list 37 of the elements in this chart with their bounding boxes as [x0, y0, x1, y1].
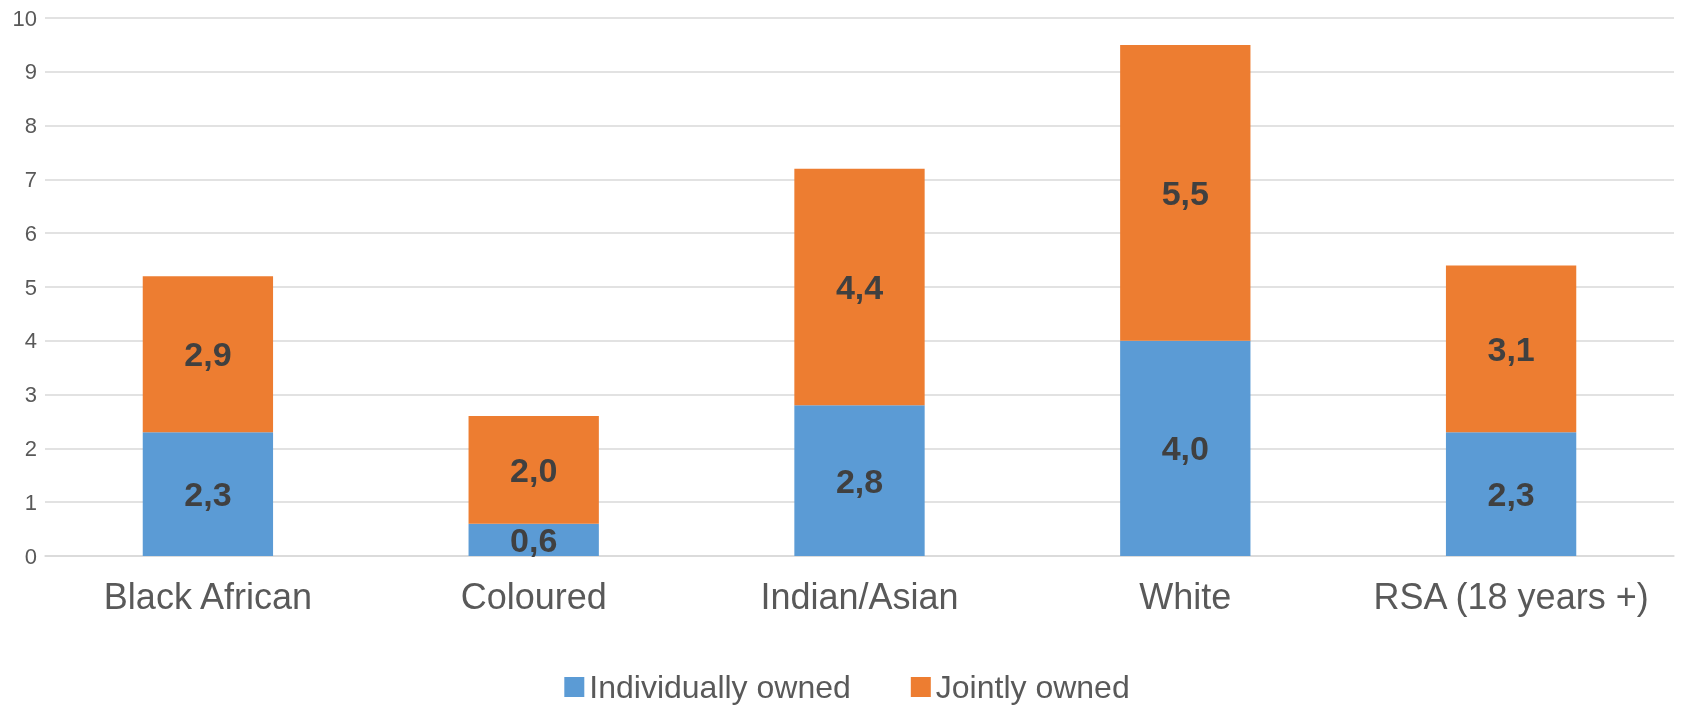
y-tick-label: 4	[24, 328, 37, 354]
data-label: 2,3	[184, 475, 232, 514]
y-tick-label: 6	[24, 220, 37, 246]
bar	[1445, 432, 1577, 556]
bar	[794, 405, 925, 556]
y-tick-label: 2	[24, 435, 37, 461]
data-label: 2,3	[1487, 475, 1535, 514]
data-label: 2,9	[184, 335, 232, 374]
x-tick-label: RSA (18 years +)	[1373, 575, 1649, 617]
bar	[1445, 265, 1577, 433]
bar	[1120, 44, 1251, 341]
legend-label: Jointly owned	[935, 669, 1130, 705]
data-label: 2,8	[835, 461, 884, 500]
y-tick-label: 5	[24, 274, 37, 300]
data-label: 3,1	[1487, 329, 1535, 368]
data-label: 0,6	[510, 520, 558, 559]
y-tick-label: 10	[12, 5, 37, 31]
y-tick-label: 1	[24, 489, 37, 515]
y-tick-label: 7	[24, 166, 37, 192]
y-tick-label: 9	[24, 59, 37, 85]
bar	[794, 168, 925, 406]
data-label: 2,0	[510, 450, 558, 489]
legend-label: Individually owned	[589, 669, 851, 705]
y-tick-label: 3	[24, 382, 37, 408]
data-label: 4,0	[1161, 429, 1209, 468]
bar	[142, 432, 274, 556]
x-tick-label: Black African	[103, 575, 312, 617]
bar	[142, 276, 274, 433]
data-label: 4,4	[835, 268, 884, 306]
x-tick-label: Coloured	[460, 575, 607, 617]
x-tick-label: Indian/Asian	[760, 575, 959, 617]
bar	[468, 416, 599, 524]
y-tick-label: 8	[24, 113, 37, 139]
y-tick-label: 0	[24, 543, 37, 569]
bar	[1120, 340, 1251, 556]
data-label: 5,5	[1161, 173, 1209, 212]
x-tick-label: White	[1139, 575, 1232, 617]
